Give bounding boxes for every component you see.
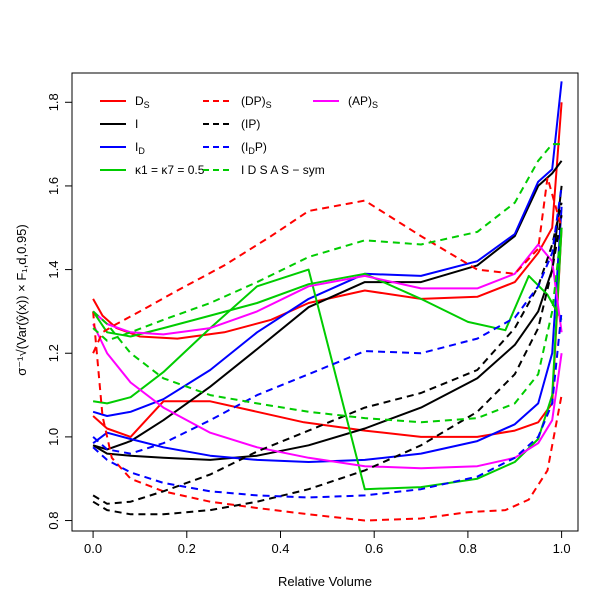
- legend: DS I ID κ1 = κ7 = 0.5 (DP)S (IP) (IDP) I D S A …: [100, 94, 378, 177]
- series-line-8: [92, 243, 563, 336]
- x-tick-label: 0.8: [459, 541, 477, 556]
- y-tick-label: 1.6: [46, 177, 61, 195]
- x-tick-label: 0.2: [178, 541, 196, 556]
- series-line-7: [92, 227, 563, 491]
- series-line-12: [92, 202, 563, 505]
- series-line-9: [92, 323, 563, 470]
- series-line-6: [92, 272, 563, 338]
- series-line-16: [92, 143, 562, 342]
- legend-label: κ1 = κ7 = 0.5: [135, 163, 205, 177]
- svg-text:σ⁻¹√(Var(ŷ(x)) × F₁,d,0.95): σ⁻¹√(Var(ŷ(x)) × F₁,d,0.95): [14, 224, 29, 376]
- series-line-10: [92, 176, 563, 354]
- x-axis: 0.0 0.2 0.4 0.6 0.8 1.0: [84, 530, 571, 556]
- legend-label: DS: [135, 94, 150, 110]
- legend-label: (DP)S: [241, 94, 272, 110]
- y-tick-label: 1.8: [46, 93, 61, 111]
- series-line-4: [92, 81, 563, 417]
- series-line-2: [92, 160, 563, 451]
- y-tick-label: 1.2: [46, 344, 61, 362]
- legend-label: (AP)S: [348, 94, 378, 110]
- legend-label: I D S A S − sym: [241, 163, 325, 177]
- y-tick-label: 1.0: [46, 428, 61, 446]
- x-tick-label: 0.6: [365, 541, 383, 556]
- x-tick-label: 1.0: [553, 541, 571, 556]
- series-line-14: [92, 185, 563, 455]
- x-tick-label: 0.0: [84, 541, 102, 556]
- series-line-15: [92, 311, 563, 499]
- y-axis-title: σ⁻¹√(Var(ŷ(x)) × F₁,d,0.95): [14, 224, 29, 376]
- x-tick-label: 0.4: [271, 541, 289, 556]
- series-line-0: [92, 102, 563, 340]
- legend-label: (IP): [241, 117, 260, 131]
- legend-label: I: [135, 117, 138, 131]
- y-tick-label: 0.8: [46, 512, 61, 530]
- plot-series-group: [92, 81, 563, 522]
- legend-label: ID: [135, 140, 145, 156]
- series-line-1: [92, 227, 563, 438]
- series-line-3: [92, 185, 563, 461]
- y-tick-label: 1.4: [46, 261, 61, 279]
- y-axis: 0.8 1.0 1.2 1.4 1.6 1.8: [46, 93, 73, 530]
- series-line-5: [92, 206, 563, 463]
- x-axis-title: Relative Volume: [278, 574, 372, 589]
- series-line-17: [92, 227, 563, 424]
- legend-label: (IDP): [241, 140, 267, 156]
